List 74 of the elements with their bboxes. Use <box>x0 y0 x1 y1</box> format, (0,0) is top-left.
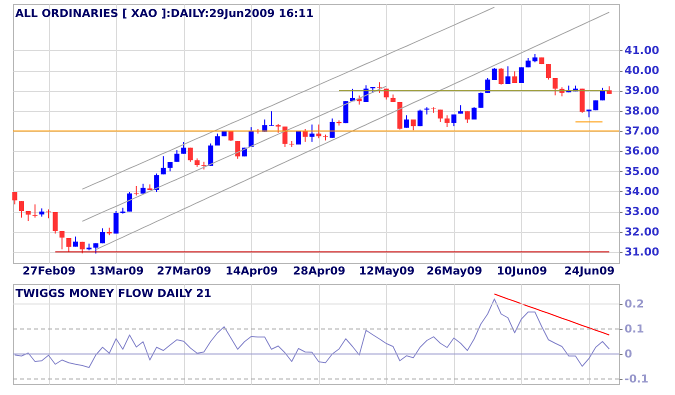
y-tick-label: 37.00 <box>624 124 660 138</box>
candlestick <box>526 58 531 68</box>
y-tick-label: 31.00 <box>624 245 660 258</box>
x-tick-label: 27Mar09 <box>156 264 212 278</box>
candlestick <box>66 238 72 252</box>
candlestick <box>18 200 24 218</box>
candlestick <box>580 88 585 114</box>
candlestick <box>181 142 186 154</box>
line-series <box>14 298 610 368</box>
candlestick <box>160 156 166 175</box>
y-tick-label: 0.2 <box>624 298 644 310</box>
candlestick <box>478 92 484 108</box>
x-tick-label: 27Feb09 <box>22 264 76 278</box>
candlestick <box>248 126 254 148</box>
y-tick-label: 36.00 <box>624 144 660 158</box>
y-tick-label: 39.00 <box>624 84 660 98</box>
y-tick-label: 32.00 <box>624 225 660 238</box>
candlestick <box>418 109 423 127</box>
x-tick-label: 12May09 <box>358 264 415 278</box>
y-tick-label: 35.00 <box>624 164 660 178</box>
y-tick-label: 40.00 <box>624 64 660 78</box>
candlestick <box>438 109 443 122</box>
candlestick <box>154 173 160 193</box>
candlestick <box>552 77 558 96</box>
candlestick <box>282 126 288 148</box>
candlestick <box>214 133 220 146</box>
y-tick-label: 38.00 <box>624 104 660 118</box>
x-tick-label: 10Jun09 <box>496 264 548 278</box>
line-series <box>82 86 387 222</box>
candlestick <box>377 82 382 94</box>
candlestick <box>188 147 193 162</box>
y-tick-label: -0.1 <box>624 372 649 386</box>
candlestick <box>93 242 98 254</box>
candlestick <box>26 210 31 222</box>
candlestick <box>492 68 497 80</box>
x-tick-label: 28Apr09 <box>293 264 346 278</box>
candlestick <box>472 106 477 120</box>
y-tick-label: 41.00 <box>624 44 660 57</box>
candlestick <box>296 130 301 145</box>
candlestick <box>498 68 504 86</box>
candlestick <box>114 210 119 234</box>
candlestick <box>505 66 510 85</box>
y-tick-label: 0.1 <box>624 322 644 336</box>
chart-title: ALL ORDINARIES [ XAO ]:DAILY:29Jun2009 16:11 <box>15 7 314 20</box>
candlestick <box>32 204 38 218</box>
y-tick-label: 0 <box>624 348 632 360</box>
candlestick <box>52 212 58 234</box>
candlestick <box>404 114 410 128</box>
candlestick <box>12 192 18 205</box>
x-tick-label: 26May09 <box>426 264 482 278</box>
candlestick <box>600 87 605 101</box>
candlestick <box>316 124 322 139</box>
candlestick <box>431 106 436 114</box>
y-tick-label: 33.00 <box>624 205 660 218</box>
candlestick <box>174 150 180 162</box>
candlestick <box>485 77 490 94</box>
candlestick <box>208 142 214 166</box>
candlestick <box>464 110 470 124</box>
x-tick-label: 13Mar09 <box>89 264 144 278</box>
candlestick <box>330 118 335 138</box>
candlestick <box>302 128 308 142</box>
x-tick-label: 24Jun09 <box>564 264 615 278</box>
candlestick <box>235 140 240 160</box>
candlestick <box>168 162 173 172</box>
chart-title: TWIGGS MONEY FLOW DAILY 21 <box>16 287 212 300</box>
candlestick <box>424 106 430 115</box>
candlestick <box>60 230 65 250</box>
candlestick <box>444 114 450 128</box>
x-tick-label: 14Apr09 <box>225 264 278 278</box>
candlestick <box>309 124 314 142</box>
candlestick <box>546 64 551 80</box>
candlestick <box>100 228 106 244</box>
y-tick-label: 34.00 <box>624 184 660 198</box>
line-series <box>494 294 610 336</box>
